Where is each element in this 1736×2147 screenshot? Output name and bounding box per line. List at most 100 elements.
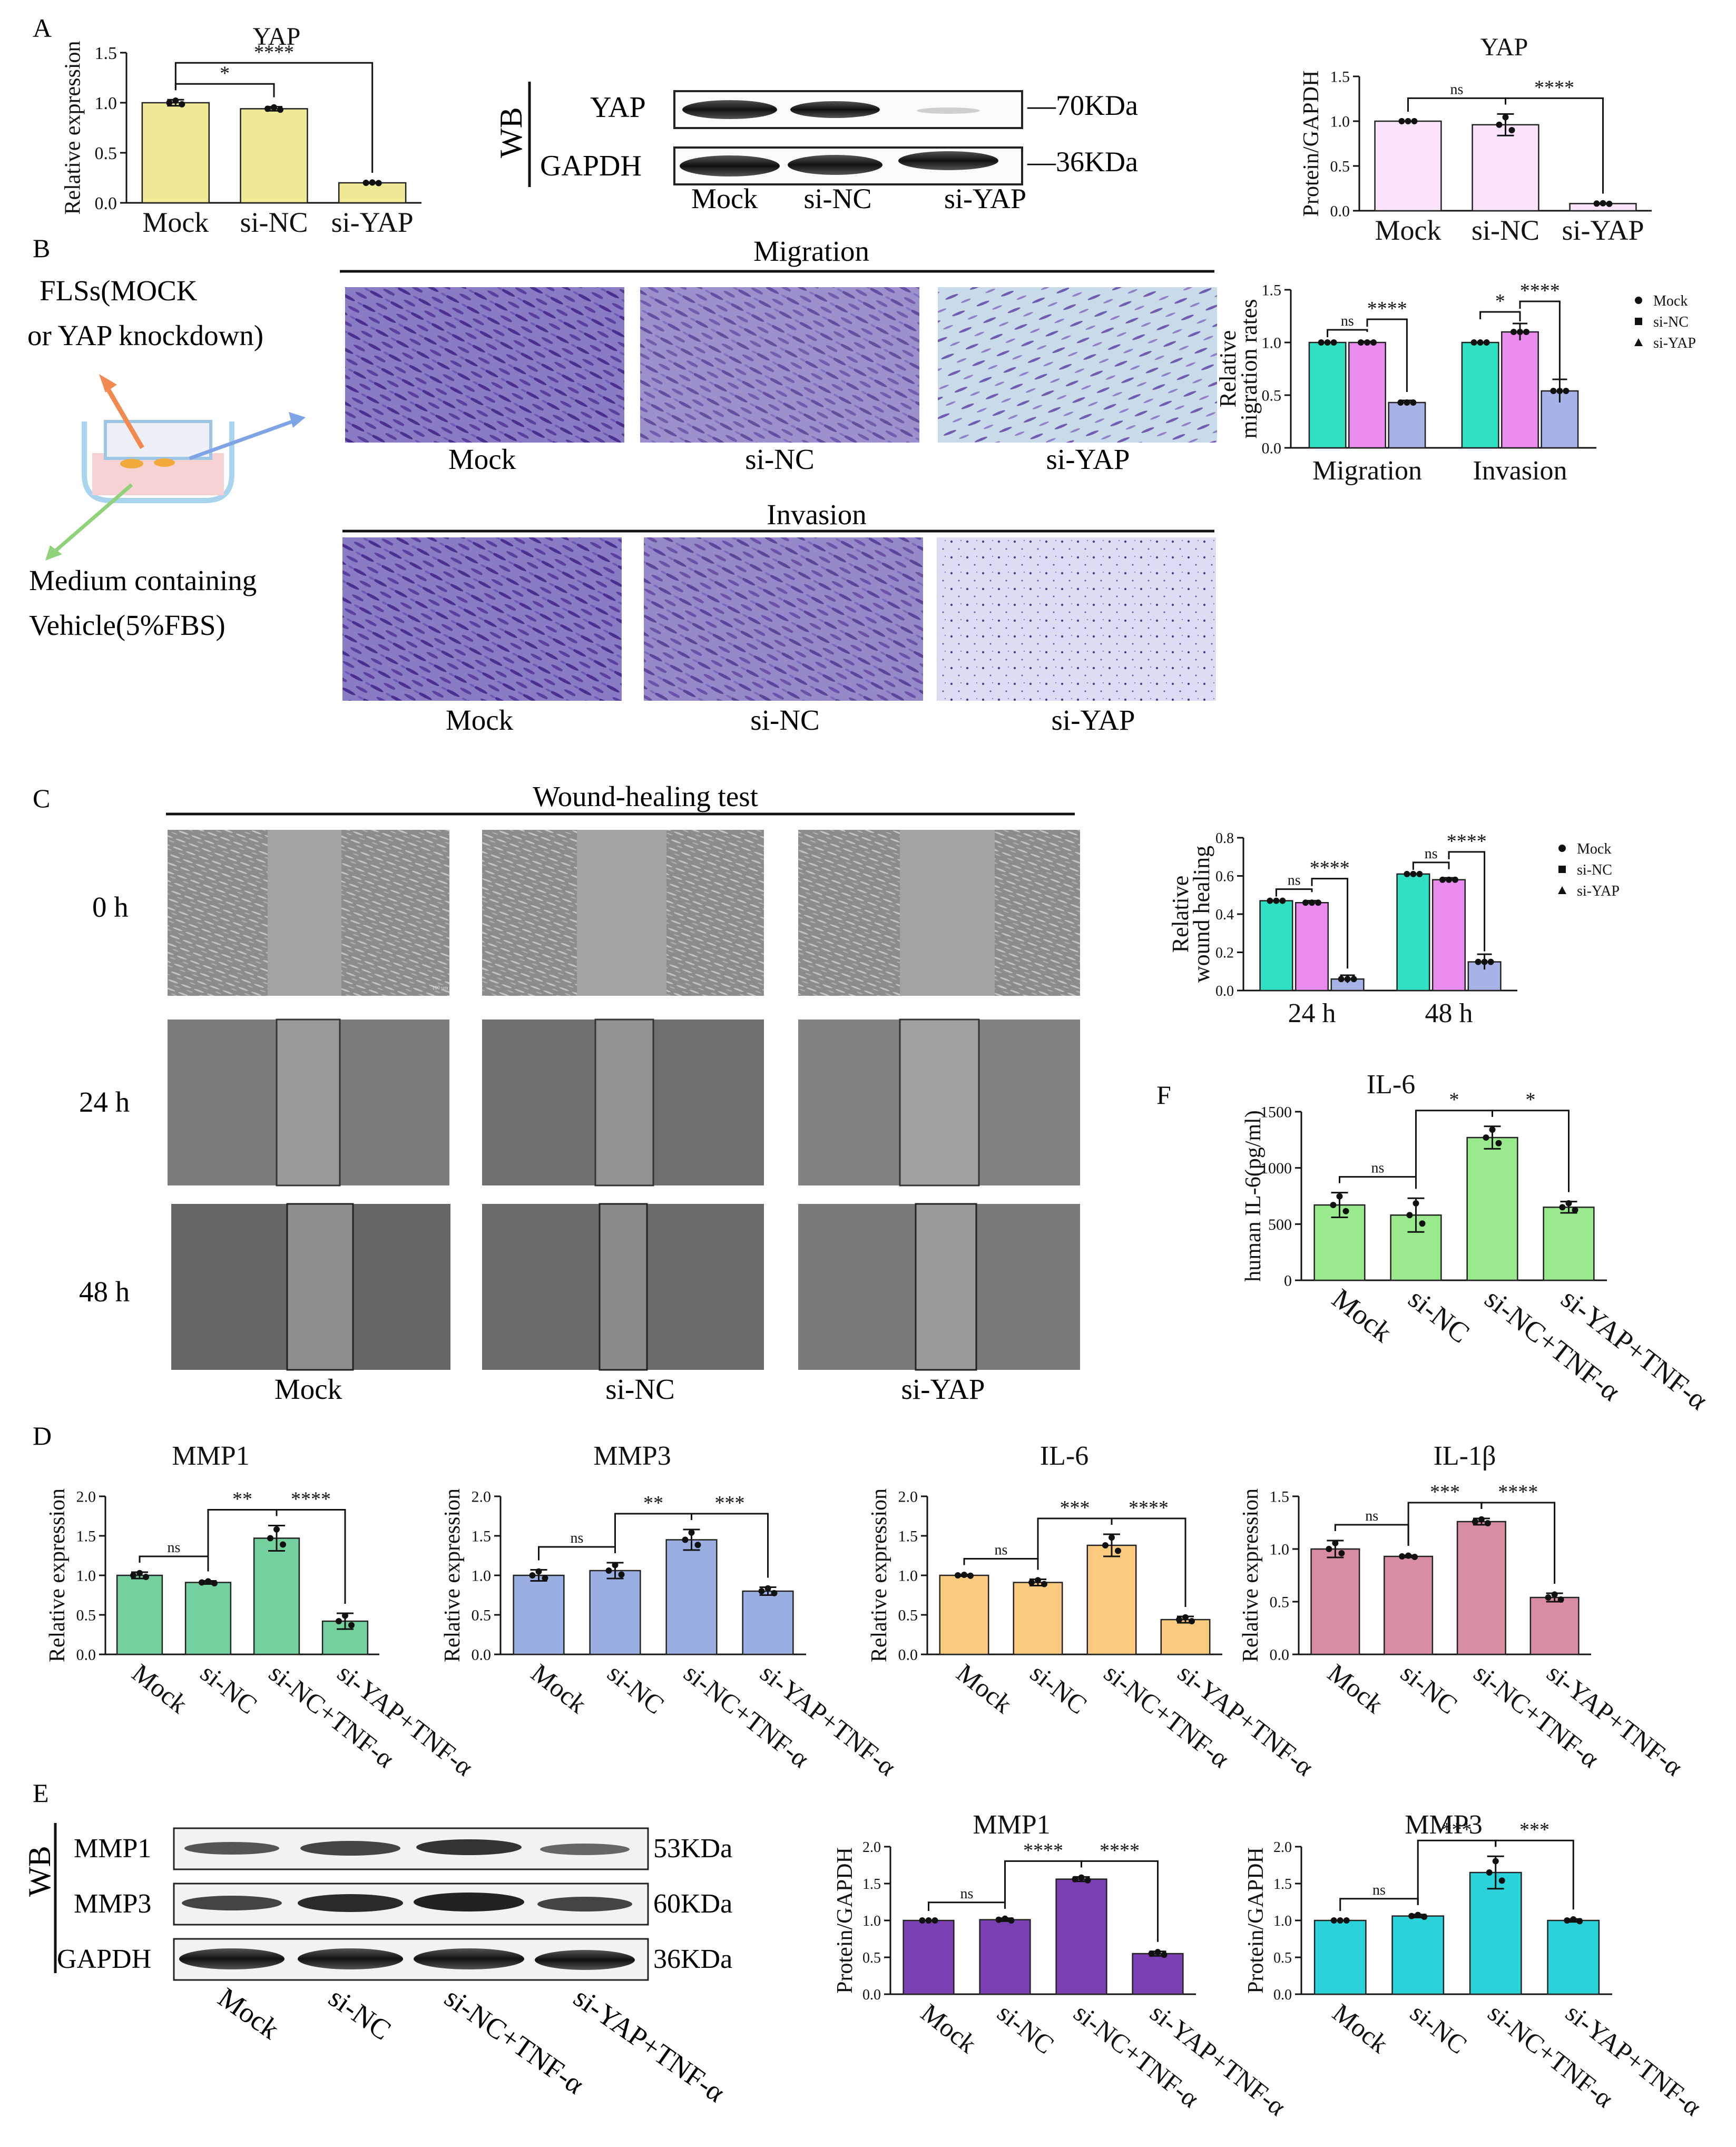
data-point (1330, 1917, 1337, 1924)
data-point (1551, 1591, 1558, 1598)
data-point (1483, 339, 1490, 346)
wb-e-lane-mock: Mock (212, 1982, 285, 2045)
bar-mock-Invasion (1461, 341, 1499, 449)
data-point (1309, 899, 1315, 906)
y-tick-label: 0.4 (1215, 907, 1234, 923)
bar-si-nc-Invasion (1501, 331, 1539, 449)
data-point (1508, 127, 1515, 133)
wb-e-lane-sinc-tnf: si-NC+TNF-α (439, 1982, 590, 2101)
significance-bracket (1366, 318, 1408, 392)
y-tick-label: 2.0 (1273, 1839, 1292, 1856)
data-point (931, 1917, 938, 1924)
data-point (136, 1570, 143, 1576)
y-tick-label: 0.5 (95, 144, 117, 163)
significance-label: **** (1447, 830, 1487, 852)
band-mmp3 (182, 1896, 282, 1910)
wound-title: Wound-healing test (533, 780, 758, 812)
y-tick-label: 0.5 (898, 1607, 918, 1624)
data-point (1002, 1915, 1008, 1922)
bar-0 (939, 1574, 989, 1655)
x-category-label: Mock (951, 1658, 1017, 1719)
x-category-label: si-NC (1402, 1282, 1476, 1349)
significance-label: ** (232, 1488, 252, 1511)
y-tick-label: 0.0 (472, 1646, 492, 1664)
significance-label: ns (960, 1886, 974, 1902)
significance-bracket (174, 62, 374, 173)
y-axis-label-line2: migration rates (1236, 299, 1262, 438)
data-point (1600, 200, 1606, 207)
y-tick-label: 0.0 (898, 1646, 918, 1664)
data-point (1344, 976, 1351, 983)
significance-bracket (1339, 1898, 1419, 1911)
well-outer (82, 421, 234, 503)
data-point (1338, 1550, 1345, 1556)
bar-0 (1374, 120, 1442, 212)
bar-1 (589, 1570, 641, 1655)
panel-label-b: B (33, 233, 50, 263)
bar-mock-48h (1396, 873, 1430, 992)
wb-a-lane-mock: Mock (691, 183, 758, 214)
migration-label-sinc: si-NC (745, 443, 814, 475)
data-point (280, 1541, 286, 1548)
x-category-label: Mock (142, 207, 209, 238)
data-point (919, 1917, 926, 1924)
y-tick-label: 2.0 (862, 1839, 881, 1856)
data-point (1419, 1220, 1426, 1227)
x-category-label: si-YAP (1562, 214, 1644, 246)
x-category-label: Mock (1322, 1658, 1389, 1719)
significance-bracket (1407, 97, 1506, 112)
schematic-text-4: Vehicle(5%FBS) (29, 609, 225, 641)
bar-3 (1160, 1619, 1211, 1655)
data-point (1439, 876, 1446, 883)
y-tick-label: 1.0 (1262, 335, 1282, 352)
significance-label: *** (1430, 1481, 1460, 1503)
significance-label: ns (1341, 313, 1354, 329)
y-axis-label-line2: wound healing (1189, 846, 1214, 983)
data-point (271, 104, 277, 111)
wb-e-lane-sinc: si-NC (323, 1982, 397, 2046)
y-tick-label: 0.2 (1215, 945, 1234, 961)
significance-label: * (1495, 290, 1505, 312)
cells (120, 459, 143, 468)
data-point (1408, 1913, 1415, 1919)
significance-bracket (1339, 1176, 1417, 1189)
bar-0 (116, 1574, 163, 1655)
significance-bracket (1275, 888, 1313, 897)
y-tick-label: 1.0 (95, 94, 117, 113)
y-tick-label: 0.5 (76, 1607, 96, 1624)
x-category-label: si-YAP+TNF-α (755, 1658, 902, 1782)
data-point (1302, 899, 1309, 906)
x-category-label: Mock (1375, 214, 1441, 246)
data-point (1523, 329, 1529, 335)
data-point (1545, 1594, 1552, 1601)
x-category-label: Mock (916, 1998, 982, 2059)
data-point (1559, 1204, 1566, 1211)
significance-label: * (1449, 1089, 1459, 1111)
panel-label-d: D (33, 1421, 52, 1450)
data-point (1336, 1193, 1343, 1200)
x-category-label: si-NC (240, 207, 308, 238)
migration-images: Migration Mock si-NC si-YAP (340, 235, 1217, 475)
image-migration-mock (345, 287, 624, 443)
data-point (1370, 339, 1377, 346)
data-point (1502, 114, 1509, 121)
y-tick-label: 1.5 (1330, 68, 1350, 86)
significance-bracket (1492, 1110, 1570, 1192)
x-category-label: si-NC+TNF-α (1099, 1658, 1235, 1774)
data-point (1478, 1516, 1485, 1523)
data-point (1343, 1917, 1350, 1924)
y-tick-label: 0 (1284, 1272, 1292, 1290)
band-gapdh-siyap (898, 151, 998, 170)
band-yap-siyap (917, 107, 980, 114)
bar-mock-24h (1259, 900, 1293, 992)
y-tick-label: 1.0 (1270, 1541, 1290, 1558)
wb-a-size-70: —70KDa (1027, 90, 1138, 121)
wb-e-lane-siyap-tnf: si-YAP+TNF-α (568, 1982, 731, 2109)
panel-label-a: A (33, 13, 52, 43)
data-point (1413, 1200, 1419, 1207)
bar-3 (1543, 1207, 1595, 1281)
data-point (143, 1574, 149, 1580)
significance-label: **** (1023, 1839, 1063, 1861)
band-gapdh-e (179, 1948, 285, 1969)
legend-label: si-NC (1577, 862, 1612, 878)
